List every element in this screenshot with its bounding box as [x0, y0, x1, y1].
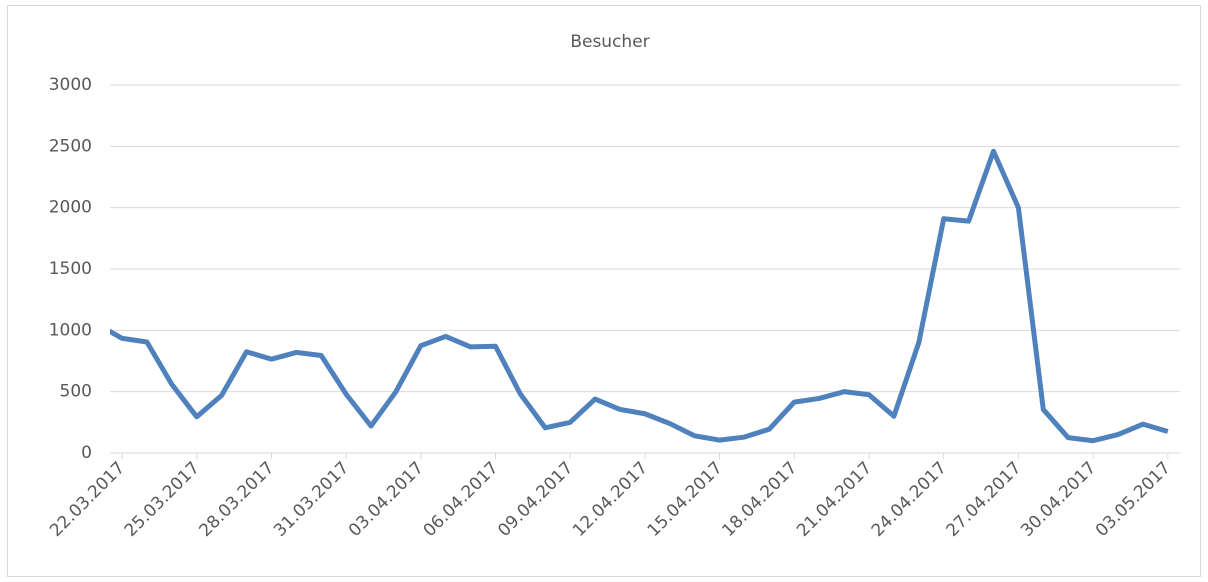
y-tick-label: 1500 [49, 259, 92, 279]
line-series [110, 148, 1169, 444]
y-tick-label: 500 [60, 382, 92, 402]
y-tick-label: 3000 [49, 75, 92, 95]
chart-title: Besucher [570, 32, 649, 52]
chart-border [7, 5, 1201, 577]
y-tick-label: 2500 [49, 136, 92, 156]
y-tick-label: 2000 [49, 198, 92, 218]
y-tick-label: 1000 [49, 320, 92, 340]
y-tick-label: 0 [81, 443, 92, 463]
